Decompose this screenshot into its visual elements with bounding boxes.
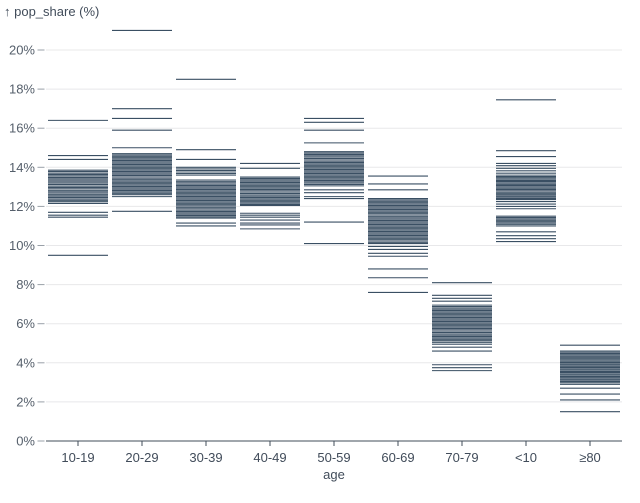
y-tick-label: 4%: [16, 355, 35, 370]
x-tick-label: ≥80: [579, 450, 601, 465]
y-tick-label: 2%: [16, 394, 35, 409]
y-tick-label: 18%: [9, 82, 35, 97]
tick-group-7: [432, 282, 492, 372]
tick-group-9: [560, 344, 620, 413]
y-tick-label: 12%: [9, 199, 35, 214]
x-tick-label: 20-29: [125, 450, 158, 465]
y-tick-label: 6%: [16, 316, 35, 331]
x-tick-label: 70-79: [445, 450, 478, 465]
y-axis-labels: 0% 2% 4% 6% 8% 10% 12% 14% 16% 18% 20%: [9, 43, 45, 449]
tick-group-6: [368, 175, 428, 293]
y-tick-label: 10%: [9, 238, 35, 253]
tick-group-3: [176, 78, 236, 227]
tick-group-2: [112, 29, 172, 212]
x-axis-title: age: [323, 467, 345, 482]
tick-group-4: [240, 162, 300, 230]
y-tick-label: 0%: [16, 434, 35, 449]
tick-series: [48, 29, 620, 413]
y-tick-label: 8%: [16, 277, 35, 292]
x-tick-label: <10: [515, 450, 537, 465]
x-tick-label: 30-39: [189, 450, 222, 465]
y-tick-label: 16%: [9, 121, 35, 136]
tick-group-8: [496, 99, 556, 243]
y-tick-label: 20%: [9, 43, 35, 58]
y-tick-label: 14%: [9, 160, 35, 175]
tick-group-5: [304, 117, 364, 245]
y-axis-title: ↑ pop_share (%): [4, 4, 100, 19]
x-tick-label: 60-69: [381, 450, 414, 465]
x-tick-label: 40-49: [253, 450, 286, 465]
x-tick-label: 50-59: [317, 450, 350, 465]
tick-group-1: [48, 119, 108, 256]
x-tick-label: 10-19: [61, 450, 94, 465]
gridlines: [46, 49, 622, 442]
x-axis: 10-19 20-29 30-39 40-49 50-59 60-69 70-79 <10 ≥8…: [46, 440, 622, 465]
